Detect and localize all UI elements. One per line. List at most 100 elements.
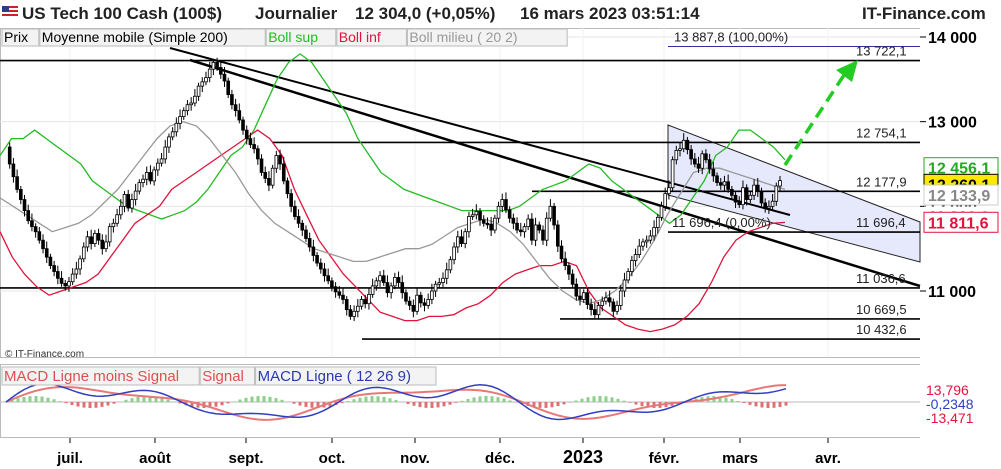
macd-value-label: -0,2348 [926,396,974,412]
candle-body [555,224,560,247]
macd-histogram-bar [34,396,38,402]
candle-body [678,148,682,151]
macd-histogram-bar [412,402,416,406]
chart-header: US Tech 100 Cash (100$) Journalier 12 30… [0,0,1001,28]
candle-body [215,62,219,68]
candle-body [163,146,168,160]
timeframe-label: Journalier [255,4,338,23]
macd-histogram-bar [478,396,482,402]
candle-body [389,285,393,294]
candle-body [115,214,119,224]
macd-histogram-bar [736,400,740,402]
candle-body [267,177,271,186]
macd-histogram-bar [166,399,170,402]
level-label: 13 887,8 (100,00%) [674,29,788,44]
macd-histogram-bar [136,396,140,402]
macd-histogram-bar [46,397,50,402]
candle-body [670,159,675,189]
candle-body [533,224,538,241]
candle-body [530,218,534,241]
macd-legend-box [1,366,200,386]
macd-histogram-bar [382,396,386,402]
macd-histogram-bar [280,399,284,402]
candle-body [200,81,205,87]
macd-histogram-bar [88,402,92,408]
price-label-box [923,184,999,206]
candle-body [141,178,145,184]
macd-histogram-bar [94,402,98,408]
candle-body [22,199,27,211]
macd-histogram-bar [40,396,44,402]
y-tick-label: 13 000 [928,115,977,132]
macd-histogram-bar [28,396,32,402]
candle-body [748,194,753,200]
last-price-label: 12 304,0 (+0,05%) [355,4,496,23]
horizontal-levels [0,45,920,340]
candle-body [644,239,649,243]
candle-body [241,119,245,131]
legend-item: Boll inf [339,29,381,45]
macd-histogram-bar [490,396,494,402]
candle-body [330,280,334,288]
candle-body [437,282,442,285]
candle-body [300,222,305,231]
candle-body [418,294,423,304]
macd-histogram-bar [580,398,584,402]
candle-body [470,214,475,217]
macd-histogram-bar [10,400,14,402]
macd-histogram-bar [52,399,56,402]
macd-histogram-bar [316,402,320,408]
macd-histogram-bar [640,402,644,407]
candle-body [700,153,705,169]
candle-body [352,310,356,317]
candle-body [363,299,368,305]
candle-body [81,246,86,260]
macd-histogram-bar [190,402,194,407]
macd-histogram-bar [724,397,728,402]
candle-body [337,291,342,296]
macd-histogram-bar [238,399,242,402]
candle-body [33,226,38,233]
legend-item: Moyenne mobile (Simple 200) [42,29,228,45]
x-tick-label: sept. [228,450,263,467]
macd-histogram-bar [538,402,542,408]
candle-body [704,153,708,161]
candle-body [733,194,738,203]
candle-body [133,190,138,200]
candle-body [589,304,593,311]
level-label: 12 754,1 [856,125,907,140]
x-tick-label: nov. [400,450,430,467]
x-tick-label: août [139,450,171,467]
candle-body [274,155,279,169]
candle-body [500,199,505,207]
candle-body [430,290,434,300]
candle-body [119,205,123,216]
macd-histogram-bar [256,396,260,402]
candle-body [237,110,242,121]
candle-body [170,131,175,138]
candle-body [193,95,197,104]
candle-body [611,301,616,312]
candle-body [600,300,605,306]
macd-histogram-bar [574,400,578,402]
macd-histogram-bar [592,396,596,402]
us-flag-icon [2,6,18,18]
candle-body [637,245,642,255]
candle-body [685,139,690,151]
macd-legend-box [255,366,437,386]
macd-histogram-bar [58,401,62,402]
x-tick-label: juil. [56,450,83,467]
candle-body [459,236,464,244]
legend-item-box [406,28,568,47]
macd-histogram-bar [292,402,296,404]
candle-body [37,231,42,241]
level-label: 10 432,6 [856,322,907,337]
macd-histogram-bar [718,396,722,402]
candle-body [341,294,345,300]
macd-histogram-bar [274,398,278,402]
macd-histogram-bar [430,402,434,408]
candle-body [41,239,45,250]
candle-body [78,258,82,270]
candle-body [567,265,571,275]
candle-body [407,300,412,306]
